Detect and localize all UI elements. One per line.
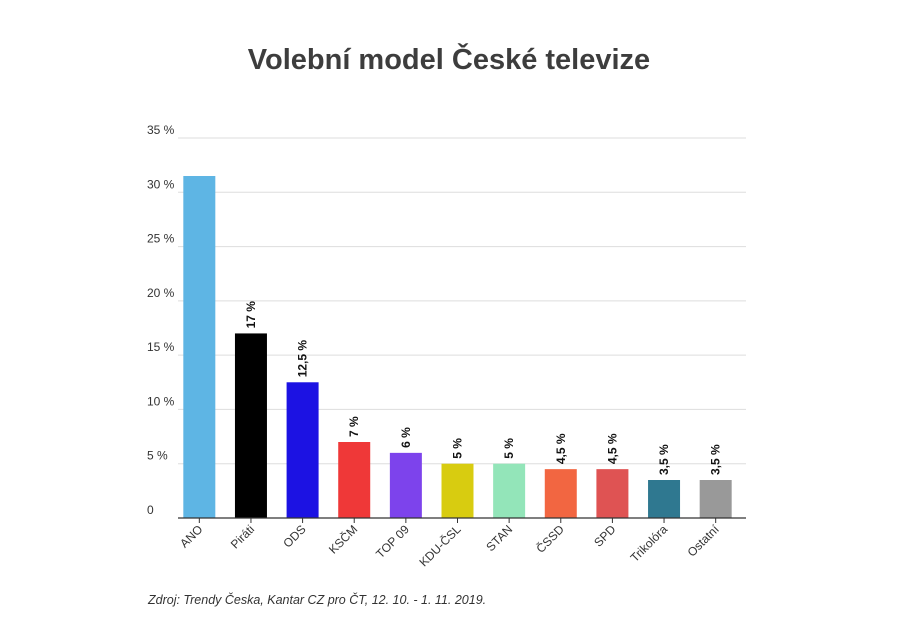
data-label: 17 %	[244, 301, 258, 329]
x-tick-label: Piráti	[228, 522, 257, 551]
bar	[338, 442, 371, 518]
bar	[544, 469, 577, 518]
y-tick-label: 5 %	[147, 449, 168, 463]
data-label: 5 %	[502, 438, 516, 459]
y-tick-label: 30 %	[147, 177, 175, 191]
data-label: 3,5 %	[709, 444, 723, 475]
data-label: 5 %	[451, 438, 465, 459]
chart-title: Volební model České televize	[247, 44, 651, 76]
bar	[286, 382, 319, 518]
x-tick-label: STAN	[483, 522, 515, 554]
gridlines	[178, 137, 746, 465]
x-tick-label: SPD	[591, 522, 619, 550]
x-tick-label: KSČM	[325, 522, 360, 557]
bar	[699, 480, 732, 518]
bar	[234, 333, 267, 518]
x-tick-label: KDU-ČSL	[416, 521, 464, 569]
bars	[183, 176, 732, 518]
y-axis: 0 5 % 10 % 15 % 20 % 25 % 30 % 35 %	[147, 123, 175, 517]
x-tick-label: Trikolóra	[628, 522, 671, 565]
bar	[183, 176, 216, 518]
x-tick-label: ODS	[280, 522, 308, 550]
y-tick-label: 10 %	[147, 394, 175, 408]
data-label: 4,5 %	[605, 433, 619, 464]
bar	[648, 480, 681, 518]
bar	[441, 463, 474, 518]
x-tick-label: ANO	[177, 522, 205, 550]
x-tick-label: TOP 09	[373, 522, 412, 561]
x-tick-label: Ostatní	[685, 522, 723, 560]
y-tick-label: 0	[147, 503, 154, 517]
x-tick-label: ČSSD	[533, 521, 567, 555]
bar	[596, 469, 629, 518]
bar	[389, 452, 422, 518]
bar	[493, 463, 526, 518]
data-label: 6 %	[399, 427, 413, 448]
source-note: Zdroj: Trendy Česka, Kantar CZ pro ČT, 1…	[148, 593, 487, 607]
data-label: 7 %	[347, 416, 361, 437]
y-tick-label: 35 %	[147, 123, 175, 137]
data-label: 12,5 %	[296, 340, 310, 378]
x-axis: ANO Piráti ODS KSČM TOP 09 KDU-ČSL STAN ČSSD SPD…	[177, 517, 746, 569]
y-tick-label: 20 %	[147, 286, 175, 300]
y-tick-label: 15 %	[147, 340, 175, 354]
data-labels: 17 % 12,5 % 7 % 6 % 5 % 5 % 4,5 % 4,5 % 3,5 % 3,5…	[244, 301, 723, 475]
data-label: 3,5 %	[657, 444, 671, 475]
data-label: 4,5 %	[554, 433, 568, 464]
y-tick-label: 25 %	[147, 232, 175, 246]
